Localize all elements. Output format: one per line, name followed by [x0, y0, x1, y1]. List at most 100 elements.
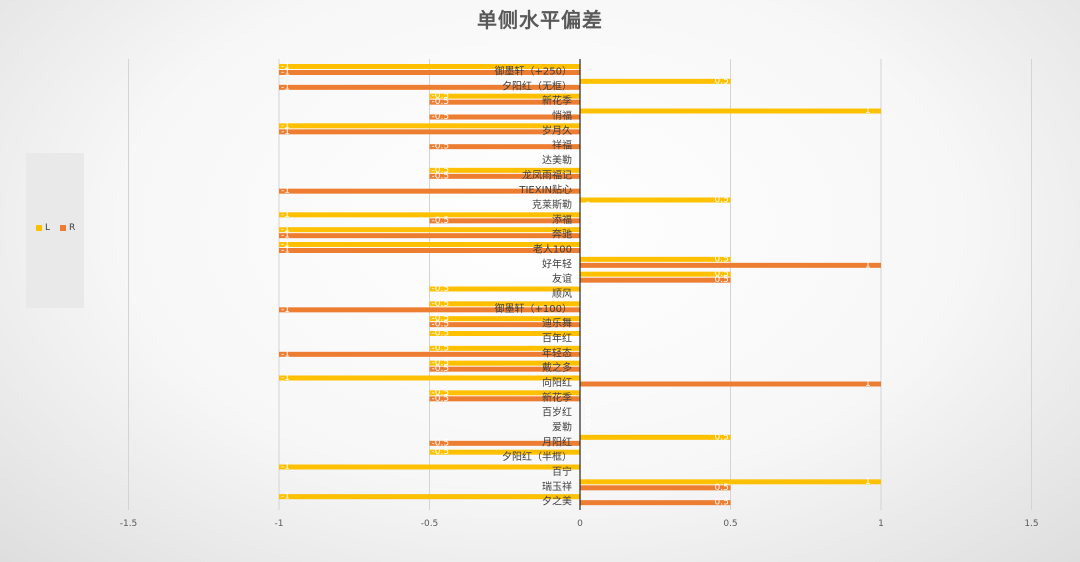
- bar-r: [279, 70, 580, 75]
- data-label: -1: [281, 246, 290, 256]
- bar-r: [580, 485, 731, 491]
- bar-l: [429, 390, 580, 396]
- data-label: -0.5: [432, 171, 450, 181]
- data-label: -0.5: [432, 112, 450, 122]
- bar-r: [580, 277, 731, 283]
- data-label: -1: [281, 462, 290, 472]
- category-label: 新花季: [542, 391, 572, 404]
- bar-r: [429, 173, 580, 179]
- data-label: 0: [585, 151, 591, 161]
- data-label: 1: [865, 379, 871, 389]
- data-label: -0.5: [432, 91, 450, 101]
- data-label: -0.5: [432, 329, 450, 339]
- bar-l: [580, 197, 731, 203]
- data-label: -0.5: [432, 343, 450, 353]
- legend-item-l: L: [36, 223, 50, 233]
- bar-l: [279, 123, 580, 129]
- category-label: 悄福: [552, 109, 572, 122]
- data-label: -1: [281, 349, 290, 359]
- category-label: 戴之多: [542, 361, 572, 374]
- x-tick-label: -0.5: [421, 519, 439, 529]
- bar-l: [429, 360, 580, 366]
- category-label: 御墨轩（+100）: [495, 302, 572, 315]
- data-label: 0: [585, 409, 591, 419]
- category-label: 添福: [552, 213, 572, 226]
- bar-l: [279, 464, 580, 470]
- category-label: 御墨轩（+250）: [495, 64, 572, 77]
- data-label: -1: [281, 82, 290, 92]
- x-tick-label: 0.5: [723, 519, 737, 529]
- bar-r: [429, 99, 580, 105]
- bar-l: [580, 78, 731, 84]
- data-label: -0.5: [432, 299, 450, 309]
- bar-r: [580, 500, 731, 506]
- bar-l: [580, 434, 731, 440]
- data-label: 1: [865, 477, 871, 487]
- category-label: TIEXIN贴心: [518, 183, 572, 196]
- bar-l: [429, 316, 580, 322]
- category-label: 爱勒: [552, 420, 572, 433]
- category-label: 达美勒: [542, 153, 572, 166]
- data-label: 0.5: [715, 432, 729, 442]
- category-label: 龙凤雨福记: [522, 168, 572, 181]
- data-label: -0.5: [432, 97, 450, 107]
- data-label: 1: [865, 106, 871, 116]
- data-label: -0.5: [432, 314, 450, 324]
- category-label: 顺风: [552, 288, 572, 300]
- category-label: 祥福: [552, 139, 572, 152]
- legend-label-l: L: [45, 223, 51, 233]
- data-label: -0.5: [432, 447, 450, 457]
- data-label: -0.5: [432, 438, 450, 448]
- category-label: 岁月久: [542, 124, 572, 137]
- data-label: 0.5: [715, 269, 729, 279]
- bar-r: [279, 84, 580, 90]
- category-label: 好年轻: [542, 257, 572, 270]
- data-label: 0: [585, 403, 591, 413]
- chart-title: 单侧水平偏差: [477, 8, 603, 32]
- data-label: -0.5: [432, 142, 450, 152]
- data-label: 0: [585, 201, 591, 211]
- data-label: -0.5: [432, 394, 450, 404]
- data-label: -1: [281, 127, 290, 137]
- category-label: 百岁红: [542, 406, 572, 419]
- category-label: 夕之美: [542, 495, 572, 508]
- bar-r: [580, 262, 881, 268]
- category-label: 迪乐舞: [542, 318, 572, 330]
- legend: L R: [26, 153, 84, 308]
- bar-r: [429, 396, 580, 402]
- data-label: -1: [281, 231, 290, 241]
- bar-l: [279, 64, 580, 69]
- category-label: 百宁: [552, 465, 572, 478]
- bar-r: [429, 218, 580, 224]
- category-label: 夕阳红（半框）: [502, 450, 572, 463]
- category-label: 友谊: [552, 272, 572, 285]
- data-label: 0: [585, 157, 591, 167]
- bar-r: [429, 366, 580, 372]
- bar-l: [279, 375, 580, 381]
- data-label: -0.5: [432, 358, 450, 368]
- bar-r: [279, 233, 580, 239]
- category-label: 夕阳红（无框）: [502, 79, 572, 92]
- data-label: -0.5: [432, 364, 450, 374]
- category-label: 老人100: [533, 242, 572, 255]
- data-label: 1: [865, 260, 871, 270]
- bar-r: [279, 351, 580, 357]
- bar-l: [429, 167, 580, 173]
- bar-l: [580, 256, 731, 262]
- data-label: 0.5: [715, 275, 729, 285]
- data-label: -1: [281, 225, 290, 235]
- bar-l: [279, 212, 580, 218]
- bar-r: [429, 114, 580, 120]
- bar-l: [429, 286, 580, 292]
- data-label: -1: [281, 121, 290, 131]
- data-label: 0: [585, 424, 591, 434]
- data-label: -0.5: [432, 284, 450, 294]
- bar-r: [279, 307, 580, 313]
- data-label: 0: [585, 180, 591, 190]
- bar-r: [580, 381, 881, 387]
- data-label: -1: [281, 62, 290, 72]
- data-label: 0: [585, 136, 591, 146]
- bar-r: [279, 129, 580, 135]
- data-label: -1: [281, 492, 290, 502]
